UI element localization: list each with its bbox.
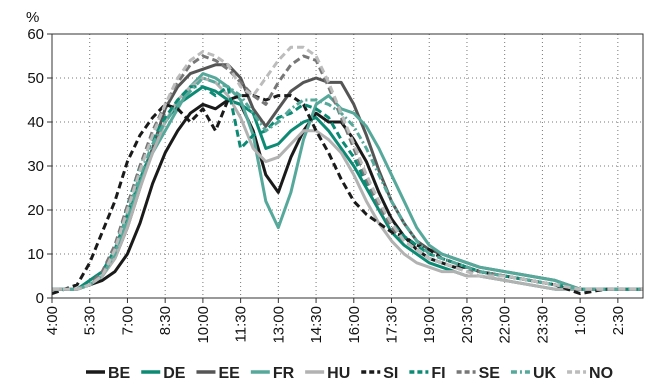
x-tick-label: 22:00 — [497, 306, 514, 344]
x-tick-label: 17:30 — [384, 306, 401, 344]
y-tick-label: 20 — [27, 202, 44, 219]
x-tick-label: 5:30 — [82, 306, 99, 335]
series-line-fr — [52, 72, 643, 291]
y-tick-label: 0 — [36, 290, 44, 307]
y-tick-label: 40 — [27, 114, 44, 131]
legend-label-hu: HU — [327, 365, 350, 382]
legend-label-be: BE — [108, 365, 131, 382]
y-tick-label: 60 — [27, 26, 44, 43]
y-tick-label: 50 — [27, 70, 44, 87]
series-line-be — [52, 98, 643, 291]
legend-label-no: NO — [589, 365, 613, 382]
legend-label-fi: FI — [431, 365, 445, 382]
x-axis: 4:00 5:30 7:00 8:30 10:00 11:30 13:00 14:30 16:0… — [44, 298, 627, 344]
x-tick-label: 11:30 — [233, 306, 250, 342]
x-tick-label: 1:00 — [572, 306, 589, 335]
series-line-hu — [52, 76, 643, 291]
y-axis-unit: % — [26, 9, 39, 26]
x-tick-label: 13:00 — [270, 306, 287, 344]
legend-label-fr: FR — [273, 365, 295, 382]
x-tick-label: 4:00 — [44, 306, 61, 335]
y-tick-label: 10 — [27, 246, 44, 263]
x-tick-label: 7:00 — [119, 306, 136, 335]
x-tick-label: 10:00 — [195, 306, 212, 344]
x-tick-label: 16:00 — [346, 306, 363, 344]
series-line-si — [51, 94, 643, 296]
grid — [52, 34, 643, 298]
x-tick-label: 2:30 — [610, 306, 627, 335]
x-tick-label: 14:30 — [308, 306, 325, 344]
x-tick-label: 19:00 — [421, 306, 438, 344]
series-line-fi — [52, 85, 643, 291]
legend-label-ee: EE — [218, 365, 240, 382]
series-lines — [51, 45, 643, 296]
x-tick-label: 23:30 — [534, 306, 551, 344]
legend-label-si: SI — [383, 365, 398, 382]
y-tick-label: 30 — [27, 158, 44, 175]
x-tick-label: 8:30 — [157, 306, 174, 335]
y-axis: % 0 10 20 30 40 50 60 — [26, 9, 52, 307]
series-line-no — [52, 45, 643, 291]
legend-label-de: DE — [163, 365, 186, 382]
legend-label-se: SE — [479, 365, 501, 382]
x-tick-label: 20:30 — [459, 306, 476, 344]
legend: BE DE EE FR HU SI FI SE UK NO — [86, 365, 613, 382]
legend-label-uk: UK — [533, 365, 557, 382]
